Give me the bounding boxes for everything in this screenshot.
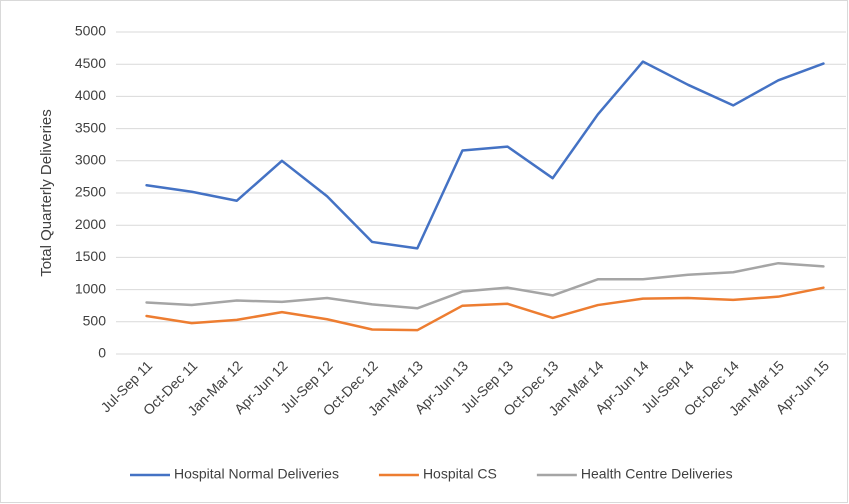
y-tick-label: 5000 (75, 23, 106, 39)
y-tick-label: 3500 (75, 119, 106, 135)
y-tick-label: 1500 (75, 248, 106, 264)
series-line (145, 286, 825, 332)
series-line (145, 60, 825, 250)
y-axis-label: Total Quarterly Deliveries (38, 109, 55, 277)
legend-label: Hospital CS (423, 466, 497, 482)
y-tick-label: 3000 (75, 152, 106, 168)
y-tick-label: 0 (98, 345, 106, 361)
y-tick-label: 1000 (75, 280, 106, 296)
y-tick-label: 2000 (75, 216, 106, 232)
series-line (145, 261, 825, 310)
y-tick-label: 4000 (75, 87, 106, 103)
y-tick-label: 4500 (75, 55, 106, 71)
y-tick-label: 500 (83, 313, 107, 329)
legend-label: Health Centre Deliveries (581, 466, 733, 482)
legend-label: Hospital Normal Deliveries (174, 466, 339, 482)
y-tick-label: 2500 (75, 184, 106, 200)
